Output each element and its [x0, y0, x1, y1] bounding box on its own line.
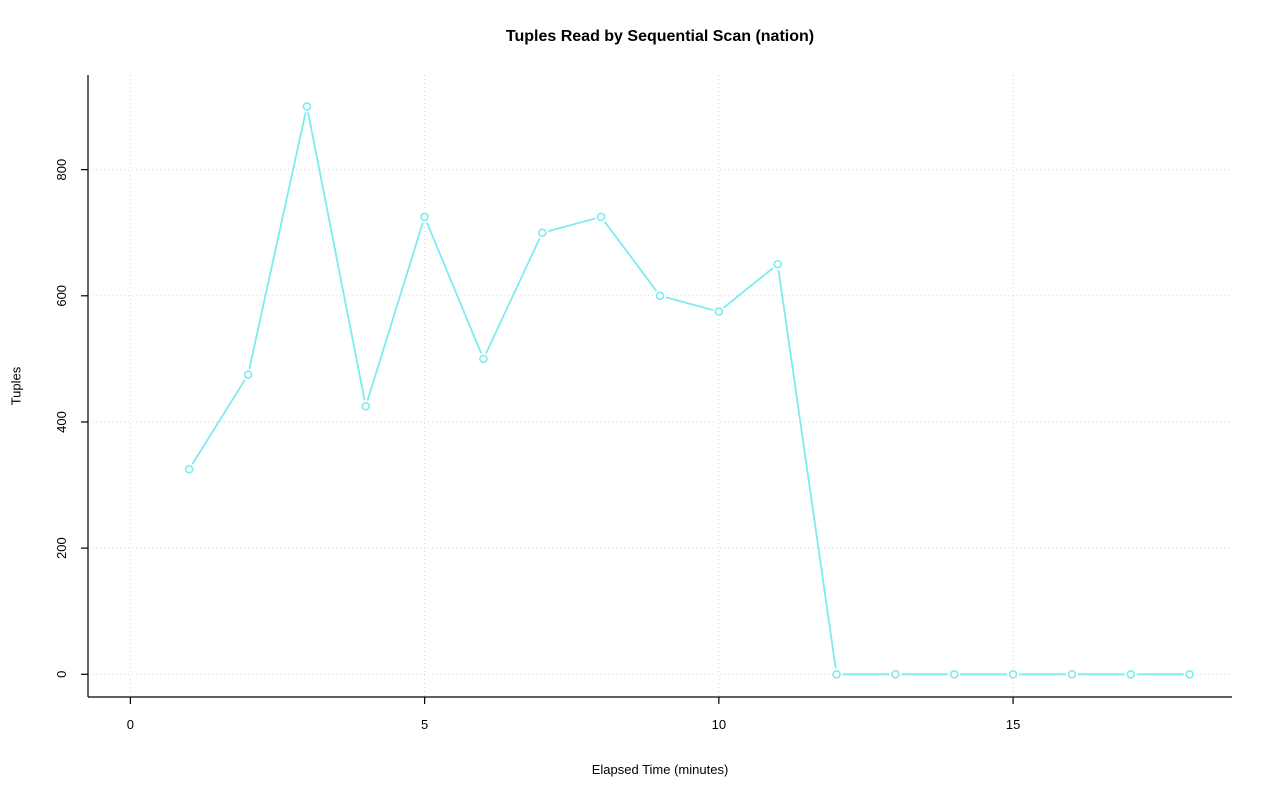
data-point [1067, 669, 1077, 679]
data-point [361, 401, 371, 411]
data-point [596, 212, 606, 222]
data-point [538, 228, 547, 238]
data-point [184, 464, 194, 474]
data-line [188, 105, 1190, 676]
data-point [1126, 669, 1136, 679]
data-point [773, 259, 782, 269]
y-axis-tick-label: 0 [54, 671, 69, 678]
data-point [302, 102, 312, 111]
y-axis-tick-label: 800 [54, 159, 69, 181]
data-point [655, 291, 665, 301]
data-point [243, 370, 253, 379]
data-point [949, 669, 959, 679]
y-axis-tick-label: 200 [54, 537, 69, 559]
x-axis-tick-label: 10 [712, 717, 726, 732]
data-point [1008, 669, 1018, 679]
x-axis-tick-label: 15 [1006, 717, 1020, 732]
data-point [420, 212, 429, 222]
x-axis-tick-label: 5 [421, 717, 428, 732]
x-axis-tick-label: 0 [127, 717, 134, 732]
data-point [1185, 669, 1194, 679]
data-point [832, 669, 841, 679]
data-point [891, 669, 900, 679]
x-axis-label: Elapsed Time (minutes) [591, 762, 729, 777]
y-axis-tick-label: 400 [54, 411, 69, 433]
y-axis-tick-label: 600 [54, 285, 69, 307]
data-point [479, 354, 488, 364]
chart-title: Tuples Read by Sequential Scan (nation) [505, 28, 815, 45]
data-point [714, 307, 724, 316]
